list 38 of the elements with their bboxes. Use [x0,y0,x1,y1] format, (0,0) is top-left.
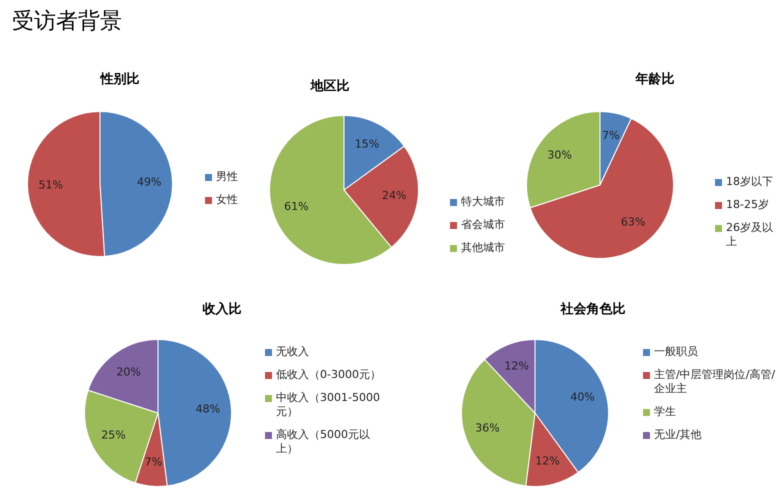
legend-label: 主管/中层管理岗位/高管/企业主 [654,368,776,396]
legend-label: 一般职员 [654,345,698,359]
data-label: 30% [547,148,572,162]
legend-label: 18-25岁 [726,198,769,212]
chart-title: 社会角色比 [559,301,626,318]
legend-label: 学生 [654,405,676,419]
legend-label: 高收入（5000元以上） [276,428,371,456]
legend-label: 低收入（0-3000元） [276,368,381,382]
data-label: 36% [475,421,500,434]
legend-label: 女性 [216,193,238,207]
text: 受访者背景 [12,8,122,36]
chart-title: 收入比 [202,300,242,318]
legend-label: 26岁及以上 [726,221,774,249]
data-label: 7% [144,456,162,469]
data-label: 40% [570,390,595,404]
data-label: 24% [382,189,406,202]
data-label: 20% [116,365,141,378]
legend-label: 省会城市 [461,218,505,232]
legend-label: 特大城市 [461,195,505,209]
legend-label: 无收入 [276,345,309,359]
legend-label: 18岁以下 [726,175,773,189]
legend-label: 其他城市 [461,241,505,255]
data-label: 61% [284,200,309,214]
data-label: 15% [354,138,380,151]
legend-label: 男性 [216,170,238,184]
legend-label: 无业/其他 [654,428,702,442]
data-label: 12% [504,359,529,372]
data-label: 51% [38,178,63,192]
chart-title: 地区比 [309,78,350,95]
data-label: 49% [137,175,162,188]
chart-title: 性别比 [99,71,140,88]
chart-title: 年龄比 [634,71,676,88]
data-label: 25% [101,428,126,442]
data-label: 48% [196,402,220,416]
data-label: 12% [535,454,560,468]
data-label: 7% [602,129,620,142]
data-label: 63% [620,215,646,228]
legend-label: 中收入（3001-5000元） [276,391,381,419]
